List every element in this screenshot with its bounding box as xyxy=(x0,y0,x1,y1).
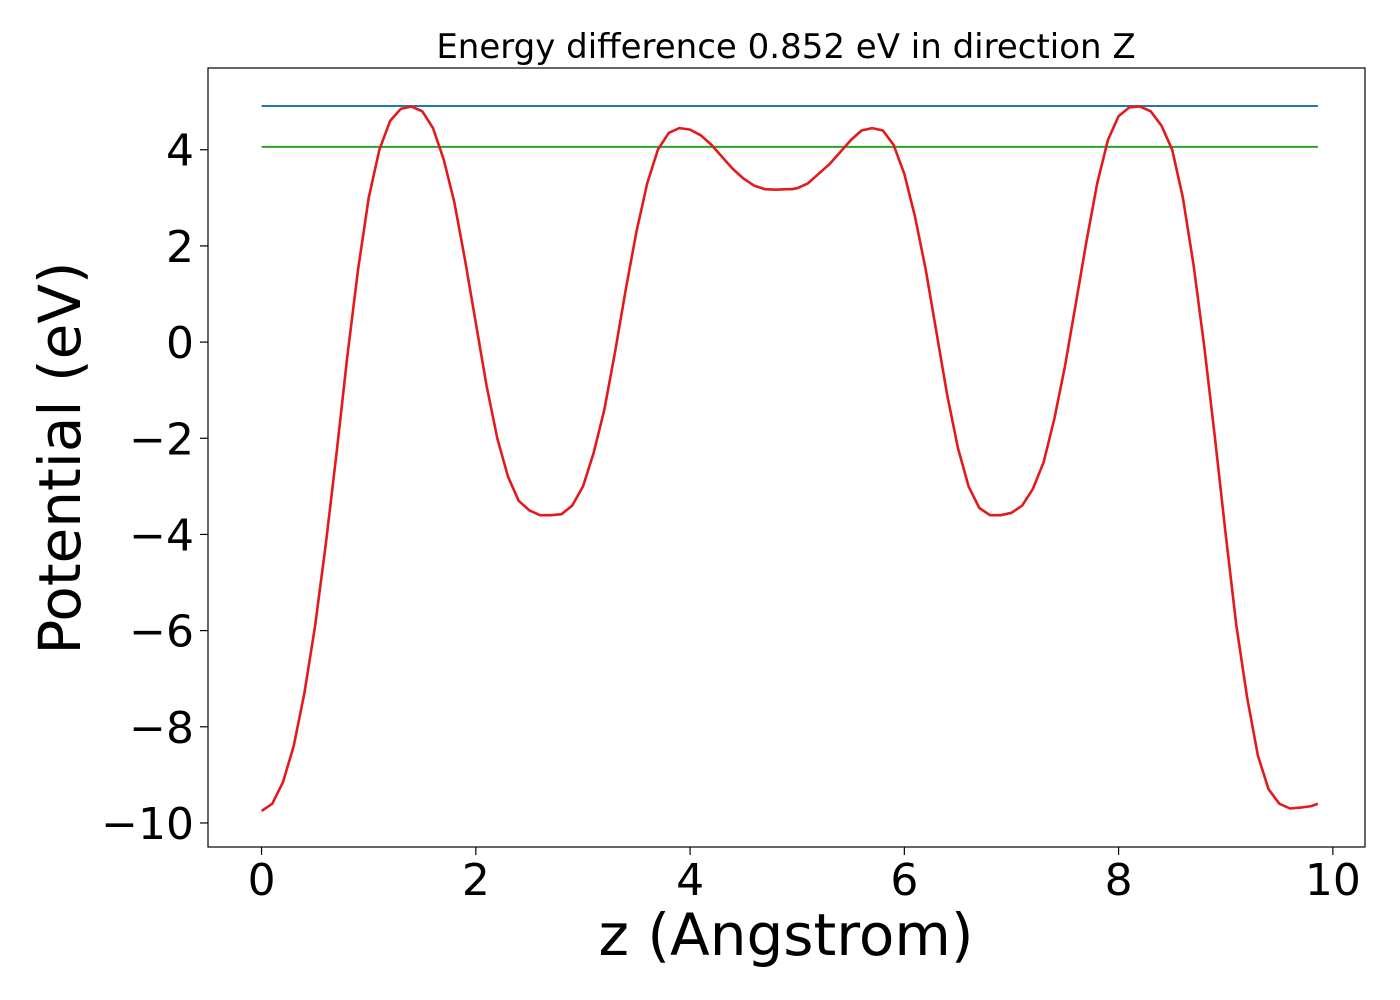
y-tick-label: −4 xyxy=(129,510,194,561)
x-tick-label: 8 xyxy=(1105,855,1133,906)
x-tick-label: 10 xyxy=(1305,855,1361,906)
x-tick-label: 6 xyxy=(890,855,918,906)
y-axis-label: Potential (eV) xyxy=(26,261,94,654)
y-tick-label: −8 xyxy=(129,703,194,754)
chart-title: Energy difference 0.852 eV in direction … xyxy=(436,27,1135,67)
y-tick-label: −10 xyxy=(101,799,194,850)
x-tick-label: 4 xyxy=(676,855,704,906)
x-axis-label: z (Angstrom) xyxy=(599,901,974,969)
y-axis: −10 −8 −6 −4 −2 0 2 4 xyxy=(101,126,208,850)
y-tick-label: −2 xyxy=(129,414,194,465)
plot-area xyxy=(207,67,1366,848)
x-axis: 0 2 4 6 8 10 xyxy=(248,847,1361,906)
x-tick-label: 0 xyxy=(248,855,276,906)
y-tick-label: 0 xyxy=(166,318,194,369)
y-tick-label: 4 xyxy=(166,126,194,177)
x-tick-label: 2 xyxy=(462,855,490,906)
series-line-3 xyxy=(260,105,1319,812)
y-tick-label: 2 xyxy=(166,222,194,273)
y-tick-label: −6 xyxy=(129,607,194,658)
series-layer xyxy=(260,105,1319,812)
